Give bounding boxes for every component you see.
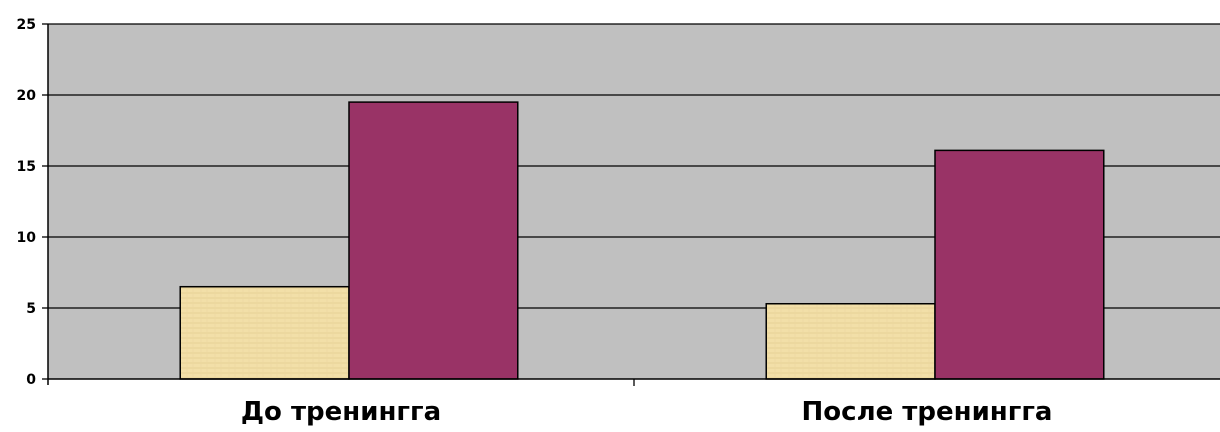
y-tick-label-25: 25 (17, 17, 36, 33)
y-tick-label-0: 0 (26, 372, 36, 388)
y-tick-label-5: 5 (26, 301, 36, 317)
labels: 0 5 10 15 20 25 До тренингга После тренингга (17, 17, 1053, 427)
y-tick-label-15: 15 (17, 159, 36, 175)
x-tick-label-1: До тренингга (241, 397, 441, 427)
bar-series1-cat1 (179, 285, 350, 380)
y-tick-label-10: 10 (17, 230, 37, 246)
bar-series2-cat2 (934, 149, 1105, 380)
bar-series2-cat1 (348, 101, 519, 380)
y-tick-label-20: 20 (17, 88, 37, 104)
bar-series1-cat2 (765, 302, 936, 380)
bars (179, 101, 1105, 380)
x-tick-label-2: После тренингга (802, 397, 1053, 427)
axes (42, 23, 1220, 386)
